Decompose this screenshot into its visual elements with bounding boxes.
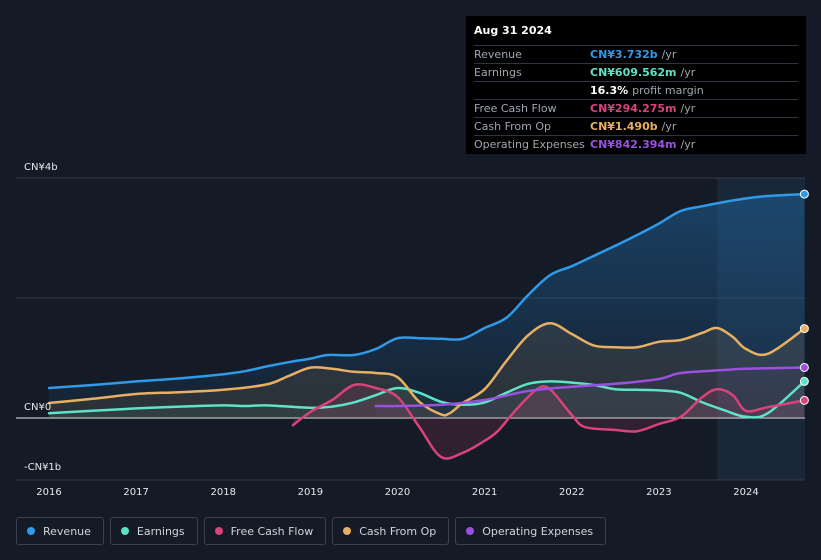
tooltip-row-label: Free Cash Flow [474,102,557,115]
tooltip-row-value: CN¥294.275m [590,102,677,115]
line-operating-expenses [374,366,806,408]
tooltip-row-value: CN¥3.732b [590,48,658,61]
area-operating-expenses [375,367,805,418]
tooltip-row-value: CN¥609.562m [590,66,677,79]
y-tick-label: CN¥4b [24,162,58,173]
tooltip-row: Cash From Op CN¥1.490b/yr [474,117,798,135]
y-tick-label: -CN¥1b [24,462,61,473]
endpoint-cash-from-op [799,324,809,334]
tooltip-row-label [474,82,590,99]
legend-label: Free Cash Flow [230,524,314,538]
endpoint-free-cash-flow [799,395,809,405]
x-tick-label: 2024 [733,487,758,498]
area-cash-from-op [49,323,805,418]
x-tick-label: 2023 [646,487,671,498]
y-tick-label: CN¥0 [24,402,51,413]
legend-item-earnings[interactable]: Earnings [109,517,198,545]
data-tooltip: Aug 31 2024 Revenue CN¥3.732b/yr Earnings C… [466,16,806,154]
endpoint-revenue [799,189,809,199]
legend-item-cash-from-op[interactable]: Cash From Op [332,517,450,545]
x-tick-label: 2021 [472,487,497,498]
x-tick-label: 2022 [559,487,584,498]
legend-item-free-cash-flow[interactable]: Free Cash Flow [203,517,327,545]
tooltip-row-value: CN¥842.394m [590,138,677,151]
endpoint-earnings [799,376,809,386]
legend-dot-icon [343,527,352,535]
tooltip-row-unit: /yr [661,120,677,133]
area-earnings [49,381,805,418]
line-earnings [47,380,806,419]
x-tick-label: 2019 [298,487,323,498]
legend-label: Revenue [43,524,91,538]
legend-dot-icon [466,527,475,535]
endpoint-operating-expenses [799,362,809,372]
legend-dot-icon [214,527,223,535]
tooltip-row-value: 16.3% [590,84,629,97]
line-cash-from-op [47,321,806,417]
tooltip-row: Operating Expenses CN¥842.394m/yr [474,135,798,153]
tooltip-row: Earnings CN¥609.562m/yr [474,63,798,81]
tooltip-row-unit: /yr [661,48,677,61]
legend-dot-icon [27,527,35,535]
tooltip-row: Revenue CN¥3.732b/yr [474,45,798,63]
tooltip-row-label: Revenue [474,48,522,61]
legend-label: Cash From Op [359,524,437,538]
tooltip-row-label: Operating Expenses [474,138,585,151]
tooltip-row-unit: /yr [680,102,696,115]
legend-item-operating-expenses[interactable]: Operating Expenses [455,517,607,545]
tooltip-row: 16.3% profit margin [474,81,798,99]
tooltip-row-unit: /yr [680,138,696,151]
tooltip-row-value: CN¥1.490b [590,120,658,133]
chart-legend: Revenue Earnings Free Cash Flow Cash From O… [16,517,607,545]
x-tick-label: 2016 [36,487,61,498]
x-tick-label: 2020 [385,487,410,498]
legend-item-revenue[interactable]: Revenue [16,517,104,545]
tooltip-row-label: Cash From Op [474,120,552,133]
tooltip-row-unit: profit margin [632,84,704,97]
chart-area: CN¥4b CN¥0 -CN¥1b 2016 2017 2018 2019 2020 2021 2… [16,162,809,498]
tooltip-row-label: Earnings [474,66,522,79]
legend-label: Operating Expenses [482,524,594,538]
legend-dot-icon [120,527,129,535]
area-revenue [49,194,805,418]
tooltip-date: Aug 31 2024 [474,24,552,37]
line-revenue [47,192,806,390]
x-tick-label: 2017 [123,487,148,498]
tooltip-row-unit: /yr [680,66,696,79]
line-free-cash-flow [291,383,806,460]
legend-label: Earnings [136,524,185,538]
x-tick-label: 2018 [211,487,236,498]
tooltip-row: Free Cash Flow CN¥294.275m/yr [474,99,798,117]
